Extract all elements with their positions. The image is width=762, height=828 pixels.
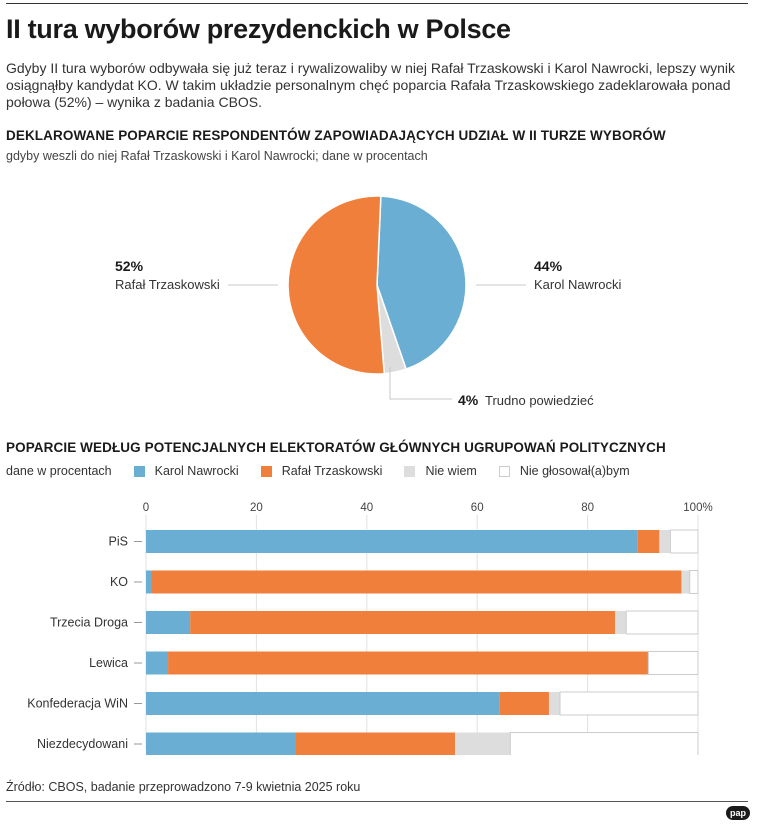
bar-pis-nie-wiem (659, 530, 671, 553)
x-tick-label-40: 40 (360, 502, 373, 514)
pie-leader-trudno (389, 367, 452, 400)
legend-label-trzaskowski: Rafał Trzaskowski (281, 464, 383, 478)
legend-label-nie-wiem: Nie wiem (425, 464, 477, 478)
pie-slice-karol-nawrocki (376, 195, 467, 371)
pie-label-nawrocki-name: Karol Nawrocki (534, 277, 622, 292)
bar-ko-nie-glosowal-a-bym (689, 570, 699, 594)
category-label-niezdecydowani: Niezdecydowani (37, 737, 128, 751)
page-title: II tura wyborów prezydenckich w Polsce (6, 14, 511, 44)
category-label-konfederacja-win: Konfederacja WiN (27, 697, 128, 711)
pie-label-nawrocki-value: 44% (534, 258, 563, 274)
bar-niezdecydowani-rafal-trzaskowski (295, 732, 456, 755)
legend-label-nawrocki: Karol Nawrocki (154, 464, 239, 478)
bar-niezdecydowani-nie-wiem (455, 732, 511, 755)
x-tick-label-100: 100% (683, 502, 712, 514)
category-label-trzecia-droga: Trzecia Droga (50, 616, 128, 630)
bar-ko-karol-nawrocki (146, 570, 152, 594)
bar-lewica-nie-glosowal-a-bym (647, 651, 699, 675)
top-rule (6, 3, 748, 4)
bar-chart-legend: dane w procentach Karol Nawrocki Rafał T… (6, 464, 652, 478)
bar-trzecia-droga-karol-nawrocki (146, 611, 191, 634)
bar-trzecia-droga-nie-glosowal-a-bym (625, 610, 699, 635)
pie-chart-subtitle: gdyby weszli do niej Rafał Trzaskowski i… (6, 149, 428, 163)
bar-trzecia-droga-rafal-trzaskowski (190, 611, 616, 634)
legend-swatch-nie-wiem (404, 465, 416, 477)
x-tick-label-0: 0 (143, 502, 149, 514)
x-tick-label-60: 60 (471, 502, 484, 514)
legend-item-nie-wiem: Nie wiem (404, 464, 477, 478)
legend-item-trzaskowski: Rafał Trzaskowski (260, 464, 383, 478)
pie-label-trzaskowski-value: 52% (115, 258, 144, 274)
legend-swatch-nie-glosowal (498, 465, 510, 477)
pap-logo: pap (726, 806, 750, 820)
legend-item-nie-glosowal: Nie głosował(a)bym (498, 464, 630, 478)
pie-label-trudno-name: Trudno powiedzieć (485, 393, 594, 408)
bar-niezdecydowani-nie-glosowal-a-bym (509, 732, 699, 755)
legend-swatch-trzaskowski (260, 465, 272, 477)
stacked-bar-chart: 0 20 40 60 80 100% PiS KO Trzecia Droga Lewica Kon… (27, 502, 713, 755)
legend-swatch-nawrocki (133, 465, 145, 477)
pie-label-trzaskowski-name: Rafał Trzaskowski (115, 277, 220, 292)
category-label-ko: KO (110, 575, 128, 589)
bar-lewica-karol-nawrocki (146, 651, 169, 675)
bar-pis-nie-glosowal-a-bym (669, 529, 699, 554)
bar-trzecia-droga-nie-wiem (615, 611, 627, 634)
bar-konfederacja-win-nie-glosowal-a-bym (559, 691, 699, 716)
source-note: Źródło: CBOS, badanie przeprowadzono 7-9… (6, 780, 361, 794)
legend-item-nawrocki: Karol Nawrocki (133, 464, 239, 478)
x-tick-label-80: 80 (581, 502, 594, 514)
bottom-rule (6, 801, 748, 802)
bar-niezdecydowani-karol-nawrocki (146, 732, 296, 755)
bar-konfederacja-win-karol-nawrocki (146, 692, 500, 715)
pie-chart-title: DEKLAROWANE POPARCIE RESPONDENTÓW ZAPOWI… (6, 128, 666, 143)
bar-konfederacja-win-nie-wiem (548, 692, 560, 715)
pie-label-trudno-value: 4% (458, 392, 479, 408)
category-label-pis: PiS (109, 535, 128, 549)
category-label-lewica: Lewica (89, 656, 128, 670)
x-tick-label-20: 20 (250, 502, 263, 514)
bar-pis-karol-nawrocki (146, 530, 638, 553)
pie-chart (228, 195, 526, 400)
bar-ko-rafal-trzaskowski (151, 570, 682, 594)
legend-label-nie-glosowal: Nie głosował(a)bym (519, 464, 630, 478)
bar-chart-title: POPARCIE WEDŁUG POTENCJALNYCH ELEKTORATÓ… (6, 440, 666, 455)
lead-paragraph: Gdyby II tura wyborów odbywała się już t… (6, 60, 736, 110)
bar-ko-nie-wiem (681, 570, 690, 594)
bar-pis-rafal-trzaskowski (637, 530, 660, 553)
bar-konfederacja-win-rafal-trzaskowski (499, 692, 549, 715)
bar-lewica-rafal-trzaskowski (168, 651, 649, 675)
bar-chart-unit-label: dane w procentach (6, 464, 112, 478)
pie-slice-rafal-trzaskowski (287, 195, 386, 375)
